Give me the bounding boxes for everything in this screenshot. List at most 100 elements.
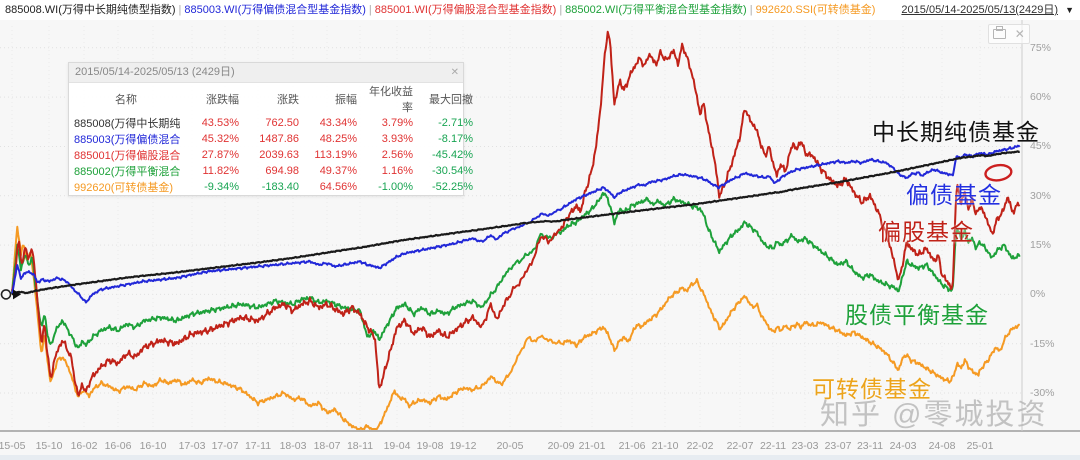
x-tick-label: 21-10 <box>651 440 679 452</box>
x-tick-label: 21-06 <box>618 440 646 452</box>
x-tick-label: 25-01 <box>966 440 994 452</box>
stat-value-cell: -9.34% <box>204 181 239 193</box>
x-tick-label: 23-07 <box>824 440 852 452</box>
line-label-annotation: 偏债基金 <box>906 182 1002 208</box>
x-tick-label: 20-05 <box>496 440 524 452</box>
watermark: 知乎 @零城投资 <box>820 399 1048 431</box>
header-separator: | <box>559 4 563 16</box>
x-tick-label: 23-03 <box>791 440 819 452</box>
x-tick-label: 22-07 <box>726 440 754 452</box>
y-tick-label: -30% <box>1030 387 1055 400</box>
table-row[interactable]: 885008(万得中长期纯 43.53% 762.50 43.34% 3.79% -2.7… <box>69 115 477 131</box>
x-tick-label: 22-11 <box>759 440 787 452</box>
stats-column-header: 年化收益率 <box>369 86 413 114</box>
x-tick-label: 19-08 <box>416 440 444 452</box>
x-tick-label: 17-11 <box>244 440 272 452</box>
close-icon[interactable]: ✕ <box>1014 27 1025 41</box>
stat-value-cell: 43.53% <box>201 117 239 129</box>
x-tick-label: 16-06 <box>104 440 132 452</box>
x-tick-label: 24-03 <box>889 440 917 452</box>
red-circle-annotation <box>984 163 1013 182</box>
stat-value-cell: -183.40 <box>261 181 299 193</box>
series-name-cell: 885002(万得平衡混合 <box>74 166 181 178</box>
x-tick-label: 19-04 <box>383 440 411 452</box>
x-tick-label: 23-11 <box>856 440 884 452</box>
date-range-link[interactable]: 2015/05/14-2025/05/13(2429日) <box>901 4 1058 16</box>
stat-value-cell: 2.56% <box>381 149 413 161</box>
series-line <box>11 191 1021 349</box>
line-label-annotation: 偏股基金 <box>878 219 974 245</box>
panel-close-icon[interactable]: ✕ <box>450 67 459 78</box>
series-line <box>11 150 1021 296</box>
print-icon[interactable] <box>993 26 1007 39</box>
stats-table-header-row: 名称 涨跌幅 涨跌 振幅 年化收益率 最大回撤 <box>69 83 477 115</box>
header-separator: | <box>749 4 753 16</box>
y-tick-label: 60% <box>1030 91 1052 104</box>
bottom-scroll-strip[interactable] <box>0 455 1080 460</box>
x-tick-label: 15-10 <box>35 440 63 452</box>
series-start-marker-icon <box>0 289 12 300</box>
chart-header: 885008.WI(万得中长期纯债型指数) | 885003.WI(万得偏债混合型基… <box>0 0 1080 21</box>
line-label-annotation: 可转债基金 <box>812 376 932 402</box>
table-row[interactable]: 885003(万得偏债混合 45.32% 1487.86 48.25% 3.93% -8.… <box>69 131 477 147</box>
stat-value-cell: 3.79% <box>381 117 413 129</box>
y-tick-label: 45% <box>1030 140 1052 153</box>
stat-value-cell: -30.54% <box>432 165 473 177</box>
stat-value-cell: 762.50 <box>265 117 299 129</box>
stat-value-cell: 2039.63 <box>259 149 299 161</box>
stats-panel[interactable]: 2015/05/14-2025/05/13 (2429日) ✕ 名称 涨跌幅 涨跌 振… <box>68 62 473 196</box>
series-name-cell: 885001(万得偏股混合 <box>74 150 181 162</box>
stat-value-cell: 694.98 <box>265 165 299 177</box>
table-row[interactable]: 885001(万得偏股混合 27.87% 2039.63 113.19% 2.56% -4… <box>69 147 477 163</box>
series-name-cell: 885008(万得中长期纯 <box>74 118 181 130</box>
plot-toolbar: ✕ <box>988 24 1030 44</box>
stat-value-cell: 3.93% <box>381 133 413 145</box>
header-separator: | <box>178 4 182 16</box>
play-arrow-icon <box>13 289 21 300</box>
stat-value-cell: 1.16% <box>381 165 413 177</box>
stat-value-cell: 11.82% <box>202 165 240 177</box>
stat-value-cell: 43.34% <box>319 117 357 129</box>
stat-value-cell: 27.87% <box>201 149 239 161</box>
y-tick-label: 75% <box>1030 41 1052 54</box>
header-separator: | <box>368 4 372 16</box>
stat-value-cell: 45.32% <box>201 133 239 145</box>
stats-table-body: 885008(万得中长期纯 43.53% 762.50 43.34% 3.79% -2.7… <box>69 115 477 195</box>
chevron-down-icon[interactable]: ▼ <box>1065 5 1074 15</box>
stat-value-cell: 48.25% <box>319 133 357 145</box>
series-line <box>11 30 1021 397</box>
line-label-annotation: 股债平衡基金 <box>845 302 989 328</box>
x-tick-label: 17-07 <box>211 440 239 452</box>
x-tick-label: 20-09 <box>547 440 575 452</box>
stats-table: 名称 涨跌幅 涨跌 振幅 年化收益率 最大回撤 885008(万得中长期纯 43.53% 76… <box>69 83 477 195</box>
stat-value-cell: -52.25% <box>432 181 473 193</box>
stat-value-cell: -2.71% <box>438 117 473 129</box>
y-tick-label: -15% <box>1030 337 1055 350</box>
y-tick-label: 15% <box>1030 239 1052 252</box>
series-line <box>11 144 1021 304</box>
header-series-label[interactable]: 992620.SSI(可转债基金) <box>755 4 876 16</box>
header-series-label[interactable]: 885002.WI(万得平衡混合型基金指数) <box>565 4 747 16</box>
x-tick-label: 21-01 <box>578 440 606 452</box>
stat-value-cell: 1487.86 <box>259 133 299 145</box>
x-tick-label: 17-03 <box>178 440 206 452</box>
x-tick-label: 16-10 <box>139 440 167 452</box>
table-row[interactable]: 885002(万得平衡混合 11.82% 694.98 49.37% 1.16% -30.… <box>69 163 477 179</box>
plot-svg[interactable] <box>0 20 1080 434</box>
table-row[interactable]: 992620(可转债基金) -9.34% -183.40 64.56% -1.00% -5… <box>69 179 477 195</box>
stats-column-header: 涨跌幅 <box>206 94 239 106</box>
stat-value-cell: -45.42% <box>432 149 473 161</box>
x-tick-label: 15-05 <box>0 440 26 452</box>
header-series-label[interactable]: 885001.WI(万得偏股混合型基金指数) <box>374 4 557 16</box>
stat-value-cell: 64.56% <box>319 181 357 193</box>
header-series-label[interactable]: 885008.WI(万得中长期纯债型指数) <box>5 4 176 16</box>
plot-area[interactable]: 75% 60% 45% 30% 15% 0% -15% -30% 15-05 15-10 16-0… <box>0 20 1080 455</box>
stats-column-header: 名称 <box>115 94 137 106</box>
stat-value-cell: 49.37% <box>319 165 357 177</box>
header-series-label[interactable]: 885003.WI(万得偏债混合型基金指数) <box>184 4 366 16</box>
stats-column-header: 涨跌 <box>277 94 299 106</box>
x-tick-label: 18-11 <box>346 440 374 452</box>
series-line <box>11 225 1020 430</box>
y-tick-label: 0% <box>1030 288 1046 301</box>
